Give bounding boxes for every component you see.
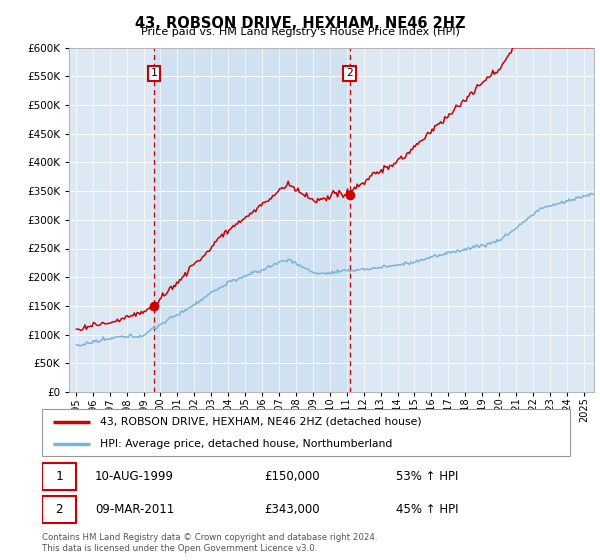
Text: 2: 2	[346, 68, 353, 78]
Text: £150,000: £150,000	[264, 470, 319, 483]
Text: Contains HM Land Registry data © Crown copyright and database right 2024.
This d: Contains HM Land Registry data © Crown c…	[42, 533, 377, 553]
Text: 10-AUG-1999: 10-AUG-1999	[95, 470, 174, 483]
Text: 53% ↑ HPI: 53% ↑ HPI	[396, 470, 458, 483]
Text: 09-MAR-2011: 09-MAR-2011	[95, 503, 174, 516]
Bar	[154, 48, 350, 392]
FancyBboxPatch shape	[42, 496, 76, 523]
Text: 1: 1	[151, 68, 157, 78]
Text: £343,000: £343,000	[264, 503, 319, 516]
Text: HPI: Average price, detached house, Northumberland: HPI: Average price, detached house, Nort…	[100, 438, 392, 449]
Text: Price paid vs. HM Land Registry's House Price Index (HPI): Price paid vs. HM Land Registry's House …	[140, 27, 460, 37]
Text: 45% ↑ HPI: 45% ↑ HPI	[396, 503, 458, 516]
Text: 2: 2	[55, 503, 63, 516]
Text: 1: 1	[55, 470, 63, 483]
Text: 43, ROBSON DRIVE, HEXHAM, NE46 2HZ (detached house): 43, ROBSON DRIVE, HEXHAM, NE46 2HZ (deta…	[100, 417, 422, 427]
FancyBboxPatch shape	[42, 464, 76, 490]
FancyBboxPatch shape	[42, 409, 570, 456]
Text: 43, ROBSON DRIVE, HEXHAM, NE46 2HZ: 43, ROBSON DRIVE, HEXHAM, NE46 2HZ	[135, 16, 465, 31]
